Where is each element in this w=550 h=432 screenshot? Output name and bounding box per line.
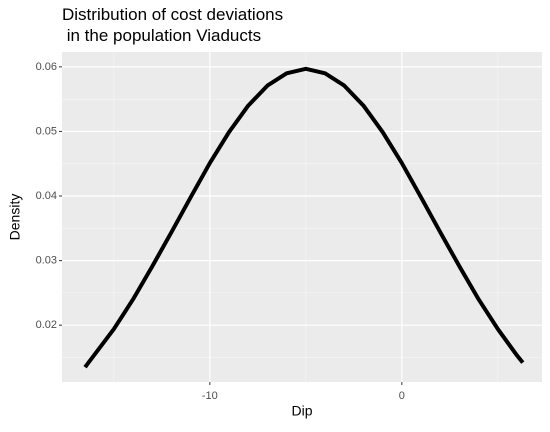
chart-title-line: in the population Viaducts [62,26,261,45]
y-tick-label: 0.06 [36,61,57,73]
density-line [83,66,525,369]
y-axis-label: Density [7,194,23,241]
y-tick-label: 0.05 [36,125,57,137]
x-tick-label: -10 [202,390,218,402]
plot-panel [62,52,542,382]
y-tick-label: 0.02 [36,319,57,331]
x-axis-label: Dip [291,403,312,419]
x-tick-label: 0 [399,390,405,402]
y-tick-label: 0.04 [36,190,57,202]
chart-title-line: Distribution of cost deviations [62,5,283,24]
y-tick-label: 0.03 [36,254,57,266]
